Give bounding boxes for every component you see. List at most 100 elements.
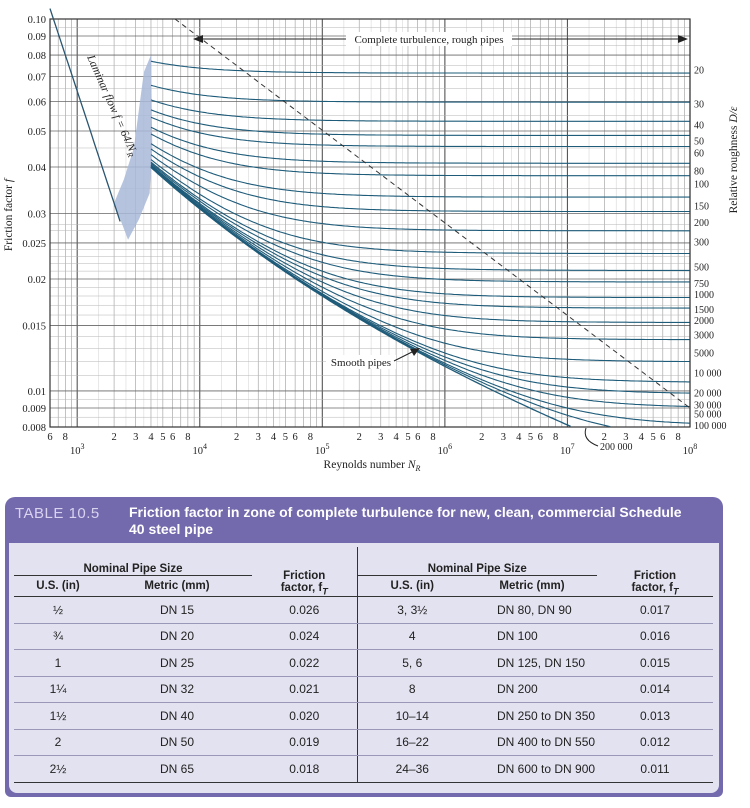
complete-turbulence-label-bg [346,32,512,46]
roughness-curve [150,159,690,255]
friction-cell: 0.020 [252,702,357,730]
x-tick-label: 3 [623,432,628,443]
friction-header-right: Friction factor, fT [597,547,713,597]
y-tick-label: 0.07 [28,73,46,84]
us-header-left: U.S. (in) [14,575,102,597]
y-tick-label: 0.008 [22,423,46,434]
laminar-flow-label: Laminar flow f = 64/NR [82,52,140,158]
x-decade-label: 107 [560,442,575,457]
roughness-curve [150,164,690,299]
friction-cell: 0.022 [252,649,357,677]
table-row: 2 DN 50 0.019 16–22 DN 400 to DN 550 0.0… [14,729,713,756]
roughness-curve [150,60,690,74]
x-axis-title: Reynolds number NR [324,459,421,473]
complete-turbulence-arrowhead-right [678,35,688,43]
metric-cell: DN 250 to DN 350 [467,702,597,730]
roughness-label: 1000 [694,290,714,301]
roughness-curve [150,165,690,323]
moody-diagram: 0.100.090.080.070.060.050.040.030.0250.0… [3,8,740,473]
friction-header-left: Friction factor, fT [252,547,357,597]
x-tick-label: 4 [639,432,645,443]
y-tick-label: 0.015 [22,322,46,333]
x-tick-label: 8 [185,432,190,443]
y-tick-label: 0.05 [28,127,46,138]
metric-cell: DN 25 [102,649,252,677]
roughness-curve [150,161,690,271]
x-tick-label: 4 [393,432,399,443]
table-row: ¾ DN 20 0.024 4 DN 100 0.016 [14,623,713,650]
metric-cell: DN 65 [102,755,252,783]
nominal-size-header-right: Nominal Pipe Size [356,547,597,576]
x-tick-label: 6 [660,432,665,443]
us-cell: ¾ [14,623,102,650]
roughness-label: 500 [694,263,709,274]
table-row: ½ DN 15 0.026 3, 3½ DN 80, DN 90 0.017 [14,596,713,624]
metric-header-right: Metric (mm) [467,575,597,597]
y2-axis-title: Relative roughness D/ε [728,106,740,213]
x-tick-label: 2 [234,432,239,443]
friction-cell: 0.019 [252,729,357,756]
x-decade-label: 103 [70,442,85,457]
grid-lines [49,18,691,428]
metric-cell: DN 600 to DN 900 [467,755,597,783]
roughness-curve [150,84,690,103]
roughness-curve [150,154,690,232]
x-tick-label: 4 [516,432,522,443]
x-tick-label: 8 [308,432,313,443]
y-tick-label: 0.08 [28,51,46,62]
metric-cell: DN 15 [102,596,252,624]
metric-header-left: Metric (mm) [102,575,252,597]
roughness-curve [150,116,690,148]
metric-cell: DN 40 [102,702,252,730]
us-cell: 1¼ [14,676,102,703]
roughness-curve [150,148,690,213]
roughness-curve [150,143,690,198]
plot-frame [49,18,691,428]
x-tick-label: 6 [538,432,543,443]
roughness-curve [150,126,690,164]
table-title: Friction factor in zone of complete turb… [129,504,682,537]
x-decade-label: 104 [193,442,208,457]
roughness-label: 10 000 [694,369,722,380]
roughness-curve [150,162,690,283]
roughness-label: 3000 [694,330,714,341]
laminar-flow-line [49,8,121,222]
x-tick-label: 3 [501,432,506,443]
roughness-label: 40 [694,120,704,131]
roughness-label-200000: 200 000 [600,442,633,453]
roughness-label: 100 [694,180,709,191]
x-tick-label: 2 [479,432,484,443]
y-tick-label: 0.03 [28,210,46,221]
roughness-label: 5000 [694,348,714,359]
y-tick-label: 0.01 [28,387,46,398]
complete-turbulence-arrowhead-left [193,35,203,43]
metric-cell: DN 80, DN 90 [467,596,597,624]
x-decade-label: 105 [315,442,330,457]
friction-factor-table: Nominal Pipe Size Friction factor, fT Nom… [14,547,713,783]
us-cell: 10–14 [356,702,467,730]
y-tick-label: 0.09 [28,32,46,43]
us-cell: 16–22 [356,729,467,756]
roughness-label: 2000 [694,316,714,327]
y-tick-label: 0.04 [28,163,47,174]
us-cell: 2½ [14,755,102,783]
x-decade-label: 108 [683,442,698,457]
us-cell: 1 [14,649,102,677]
us-cell: 2 [14,729,102,756]
metric-cell: DN 125, DN 150 [467,649,597,677]
us-cell: 1½ [14,702,102,730]
friction-cell: 0.014 [597,676,713,703]
axis-ticks: 0.100.090.080.070.060.050.040.030.0250.0… [22,15,697,457]
x-tick-label: 5 [650,432,655,443]
friction-cell: 0.012 [597,729,713,756]
x-tick-label: 6 [415,432,420,443]
friction-cell: 0.024 [252,623,357,650]
x-tick-label: 3 [378,432,383,443]
roughness-leader-200000 [584,427,599,447]
smooth-pipes-label: Smooth pipes [331,357,391,369]
x-tick-label: 2 [357,432,362,443]
laminar-region [49,8,153,240]
x-tick-label: 8 [430,432,435,443]
roughness-curve [150,133,690,177]
table-row: 1½ DN 40 0.020 10–14 DN 250 to DN 350 0.… [14,702,713,730]
